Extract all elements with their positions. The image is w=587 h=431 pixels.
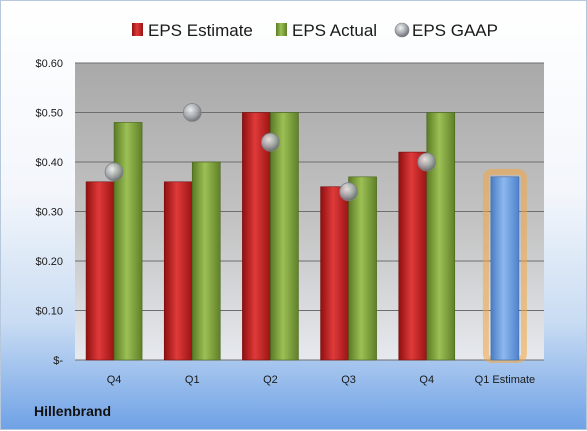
x-tick-label: Q2: [263, 374, 278, 386]
bar-q1-estimate: [490, 176, 520, 361]
y-tick-label: $0.10: [35, 306, 63, 318]
bar-eps-actual: [191, 161, 221, 361]
legend-label: EPS Estimate: [148, 21, 253, 40]
y-tick-label: $-: [53, 355, 63, 367]
bars: [85, 112, 527, 363]
y-tick-label: $0.30: [35, 207, 63, 219]
x-tick-label: Q3: [341, 374, 356, 386]
bar-eps-estimate: [85, 181, 115, 361]
legend-swatch: [276, 23, 287, 36]
x-tick-label: Q1: [185, 374, 200, 386]
gridlines: [75, 62, 544, 361]
bar-eps-actual: [348, 176, 377, 361]
marker-eps-gaap: [104, 162, 124, 182]
x-tick-label: Q1 Estimate: [475, 374, 536, 386]
bar-eps-estimate: [163, 181, 193, 361]
company-name: Hillenbrand: [34, 403, 112, 419]
y-tick-label: $0.20: [35, 256, 63, 268]
y-axis-labels: $- $0.10 $0.20 $0.30 $0.40 $0.50 $0.60: [35, 58, 63, 367]
y-tick-label: $0.50: [35, 108, 63, 120]
legend: EPS Estimate EPS Actual EPS GAAP: [132, 21, 498, 40]
x-tick-label: Q4: [419, 374, 434, 386]
marker-eps-gaap: [339, 182, 358, 202]
legend-swatch: [132, 23, 143, 36]
marker-eps-gaap: [182, 103, 202, 122]
bar-eps-actual: [113, 122, 143, 361]
legend-label: EPS Actual: [292, 21, 377, 40]
y-tick-label: $0.60: [35, 58, 63, 70]
x-axis-labels: Q4 Q1 Q2 Q3 Q4 Q1 Estimate: [107, 374, 535, 386]
x-tick-label: Q4: [107, 374, 122, 386]
bar-eps-actual: [270, 112, 299, 361]
legend-label: EPS GAAP: [412, 21, 498, 40]
marker-eps-gaap: [417, 152, 437, 172]
bar-eps-estimate: [320, 186, 349, 361]
y-tick-label: $0.40: [35, 157, 63, 169]
bar-eps-estimate: [398, 151, 428, 361]
legend-swatch: [394, 22, 410, 38]
bar-eps-estimate: [242, 112, 271, 361]
gaap-markers: [104, 103, 437, 202]
bar-eps-actual: [426, 112, 456, 361]
marker-eps-gaap: [261, 132, 280, 152]
